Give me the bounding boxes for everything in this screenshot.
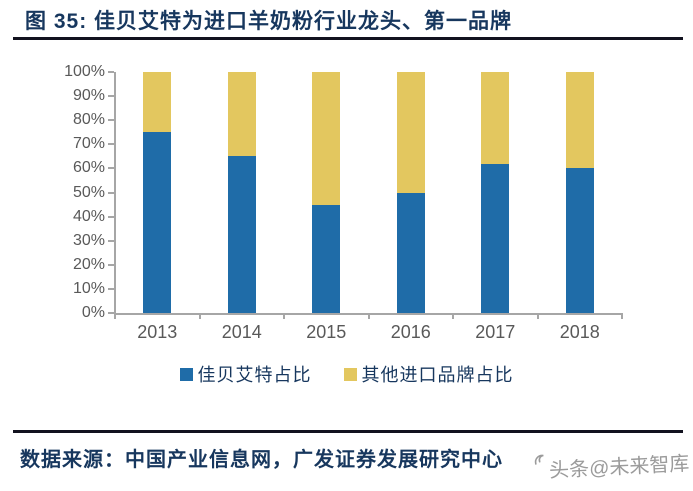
x-axis-label: 2018 bbox=[559, 322, 600, 342]
title-underline bbox=[13, 37, 683, 40]
x-axis-label: 2015 bbox=[306, 322, 347, 342]
y-axis-tick bbox=[108, 215, 114, 218]
x-axis-label: 2016 bbox=[390, 322, 431, 342]
legend-item-kabrita: 佳贝艾特占比 bbox=[179, 361, 312, 387]
y-axis-tick bbox=[108, 71, 114, 73]
bar-2016 bbox=[396, 72, 425, 313]
legend-item-other-imports: 其他进口品牌占比 bbox=[343, 361, 514, 387]
footer-divider bbox=[13, 430, 683, 433]
y-axis-tick bbox=[108, 287, 114, 290]
y-axis-tick bbox=[108, 239, 114, 242]
bar-2015 bbox=[312, 72, 341, 313]
y-axis-tick-label: 30% bbox=[72, 231, 105, 249]
y-axis-line bbox=[114, 72, 116, 313]
y-axis-tick bbox=[108, 95, 114, 98]
x-axis-tick bbox=[621, 313, 623, 319]
bar-segment-other-imports bbox=[227, 72, 256, 157]
x-axis-tick bbox=[283, 313, 285, 319]
x-axis-label: 2014 bbox=[221, 322, 262, 342]
watermark-text: 头条@未来智库 bbox=[548, 452, 690, 483]
y-axis-tick-label: 100% bbox=[64, 63, 105, 80]
y-axis-tick-label: 80% bbox=[72, 111, 105, 129]
toutiao-swirl-icon bbox=[533, 448, 548, 472]
x-axis-tick bbox=[198, 313, 201, 319]
bar-segment-kabrita bbox=[143, 132, 172, 313]
x-axis-labels: 2013 2014 2015 2016 2017 2018 bbox=[115, 322, 622, 343]
x-axis-tick bbox=[367, 313, 370, 319]
bar-segment-other-imports bbox=[481, 72, 510, 164]
bar-2017 bbox=[481, 72, 510, 313]
x-axis-label: 2017 bbox=[475, 322, 516, 342]
y-axis-tick-label: 0% bbox=[81, 304, 105, 321]
watermark: 头条@未来智库 bbox=[533, 447, 690, 484]
x-axis-tick bbox=[536, 313, 539, 319]
y-axis-tick bbox=[108, 167, 114, 170]
bar-segment-other-imports bbox=[312, 72, 341, 205]
bar-segment-kabrita bbox=[227, 156, 256, 313]
bars-container bbox=[115, 72, 622, 313]
figure-title: 图 35: 佳贝艾特为进口羊奶粉行业龙头、第一品牌 bbox=[25, 10, 513, 33]
bar-2014 bbox=[227, 72, 256, 313]
bar-2013 bbox=[143, 72, 172, 313]
plot-area: 100% 90% 80% 70% 60% 50% 40% 30% 20% 10% 0% 2013 20… bbox=[64, 63, 623, 342]
y-axis-tick-label: 90% bbox=[72, 87, 105, 105]
y-axis-tick bbox=[108, 143, 114, 146]
bar-segment-kabrita bbox=[481, 163, 510, 313]
bar-2018 bbox=[565, 72, 594, 313]
y-axis-tick-label: 70% bbox=[72, 135, 105, 153]
x-axis-tick bbox=[452, 313, 454, 319]
chart-legend: 佳贝艾特占比 其他进口品牌占比 bbox=[0, 361, 693, 387]
y-axis-tick-label: 10% bbox=[72, 279, 105, 297]
y-axis-tick bbox=[108, 312, 114, 314]
y-axis-tick bbox=[108, 263, 114, 266]
bar-segment-kabrita bbox=[396, 192, 425, 313]
x-axis-tick bbox=[114, 313, 116, 319]
legend-swatch-kabrita-icon bbox=[179, 367, 193, 381]
bar-segment-other-imports bbox=[396, 72, 425, 193]
y-axis-tick bbox=[108, 119, 114, 122]
y-axis-tick-label: 20% bbox=[72, 255, 105, 273]
bar-segment-other-imports bbox=[143, 72, 172, 133]
y-axis-tick-label: 40% bbox=[72, 207, 105, 225]
bar-segment-other-imports bbox=[565, 72, 594, 169]
y-axis-tick-label: 50% bbox=[72, 183, 105, 201]
legend-label-other-imports: 其他进口品牌占比 bbox=[361, 365, 514, 385]
bar-segment-kabrita bbox=[565, 168, 594, 313]
bar-segment-kabrita bbox=[312, 204, 341, 313]
legend-label-kabrita: 佳贝艾特占比 bbox=[197, 365, 312, 385]
x-axis-label: 2013 bbox=[137, 322, 178, 342]
y-axis-tick bbox=[108, 191, 114, 194]
data-source-note: 数据来源：中国产业信息网，广发证券发展研究中心 bbox=[20, 449, 503, 471]
y-axis-tick-label: 60% bbox=[72, 159, 105, 177]
legend-swatch-other-imports-icon bbox=[343, 367, 357, 381]
